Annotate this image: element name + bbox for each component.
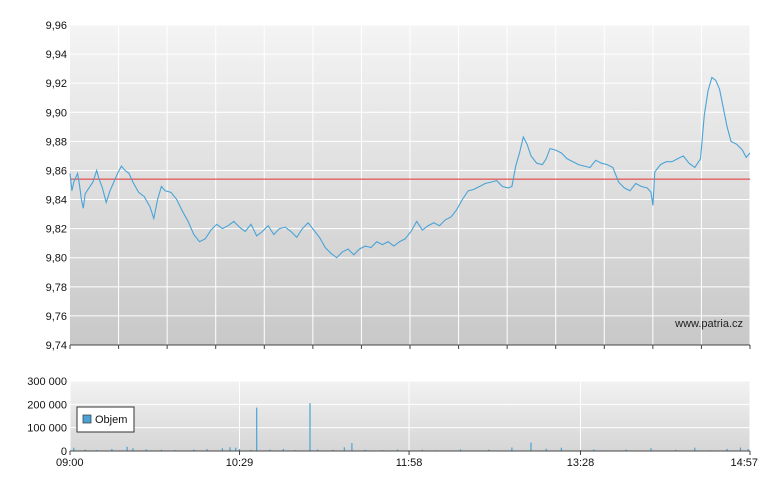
x-tick-label: 10:29 <box>226 457 254 469</box>
volume-bar <box>511 447 513 451</box>
volume-y-tick-label: 200 000 <box>27 399 67 411</box>
volume-bar <box>332 449 334 451</box>
volume-bar <box>221 448 223 451</box>
volume-bar <box>675 449 677 451</box>
volume-bar <box>256 407 258 451</box>
price-y-tick-label: 9,80 <box>46 253 67 265</box>
volume-bar <box>250 449 252 451</box>
price-y-tick-label: 9,96 <box>46 20 67 32</box>
price-grid <box>70 24 751 346</box>
volume-bar <box>739 447 742 451</box>
price-y-tick-label: 9,86 <box>46 165 67 177</box>
volume-bars <box>73 403 749 451</box>
volume-bar <box>206 449 208 451</box>
legend-swatch <box>82 414 92 424</box>
price-series-line <box>69 76 751 259</box>
volume-bar <box>364 449 366 451</box>
x-tick-label: 13:28 <box>567 457 595 469</box>
volume-bar <box>193 449 195 451</box>
price-x-axis <box>69 345 751 349</box>
volume-y-tick-label: 100 000 <box>27 423 67 435</box>
volume-bar <box>229 447 231 451</box>
price-y-tick-label: 9,74 <box>46 340 67 352</box>
x-tick-label: 11:58 <box>396 457 423 469</box>
volume-bar <box>309 403 311 451</box>
volume-bar <box>73 447 75 451</box>
x-tick-label: 09:00 <box>56 457 84 469</box>
volume-x-axis: 09:00 10:29 11:58 13:28 14:57 <box>56 451 758 469</box>
volume-bar <box>317 449 319 451</box>
price-y-axis: 9,74 9,76 9,78 9,80 9,82 9,84 9,86 9,88 9,90 9,92… <box>46 20 67 352</box>
volume-bar <box>269 449 271 451</box>
volume-y-axis: 0 100 000 200 000 300 000 <box>27 376 67 458</box>
price-y-tick-label: 9,84 <box>46 195 67 207</box>
volume-bar <box>694 447 696 451</box>
volume-bar <box>545 448 547 451</box>
price-y-tick-label: 9,92 <box>46 78 67 90</box>
price-y-tick-label: 9,82 <box>46 224 67 236</box>
volume-bar <box>84 449 86 451</box>
volume-legend: Objem <box>76 406 135 433</box>
volume-bar <box>235 447 237 451</box>
price-y-tick-label: 9,94 <box>46 49 67 61</box>
volume-bar <box>488 449 490 451</box>
volume-bar <box>126 446 128 451</box>
volume-bar <box>145 449 147 451</box>
volume-bar <box>726 448 728 451</box>
volume-bar <box>351 443 353 451</box>
volume-bar <box>560 447 562 451</box>
volume-bar <box>459 449 462 451</box>
x-tick-label: 14:57 <box>730 457 758 469</box>
watermark: www.patria.cz <box>674 318 743 330</box>
volume-bar <box>160 449 162 451</box>
volume-bar <box>397 449 399 451</box>
volume-y-tick-label: 300 000 <box>27 376 67 388</box>
price-y-tick-label: 9,76 <box>46 311 67 323</box>
price-panel: 9,74 9,76 9,78 9,80 9,82 9,84 9,86 9,88 9,90 9,92… <box>46 20 751 352</box>
volume-bar <box>650 448 652 451</box>
volume-bar <box>593 449 595 451</box>
volume-bar <box>282 448 284 451</box>
volume-bar <box>343 447 345 451</box>
volume-bar <box>747 449 749 451</box>
price-y-tick-label: 9,88 <box>46 136 67 148</box>
legend-label: Objem <box>95 414 127 426</box>
price-y-tick-label: 9,90 <box>46 107 67 119</box>
volume-bar <box>421 449 423 451</box>
volume-y-tick-label: 0 <box>61 446 67 458</box>
volume-plot-background <box>70 381 750 451</box>
price-y-tick-label: 9,78 <box>46 282 67 294</box>
volume-bar <box>625 449 627 451</box>
volume-bar <box>111 448 113 451</box>
volume-bar <box>238 449 241 451</box>
volume-bar <box>132 448 134 451</box>
volume-bar <box>530 442 532 451</box>
volume-panel: 0 100 000 200 000 300 000 09:00 10:29 11:58 13… <box>27 376 758 469</box>
